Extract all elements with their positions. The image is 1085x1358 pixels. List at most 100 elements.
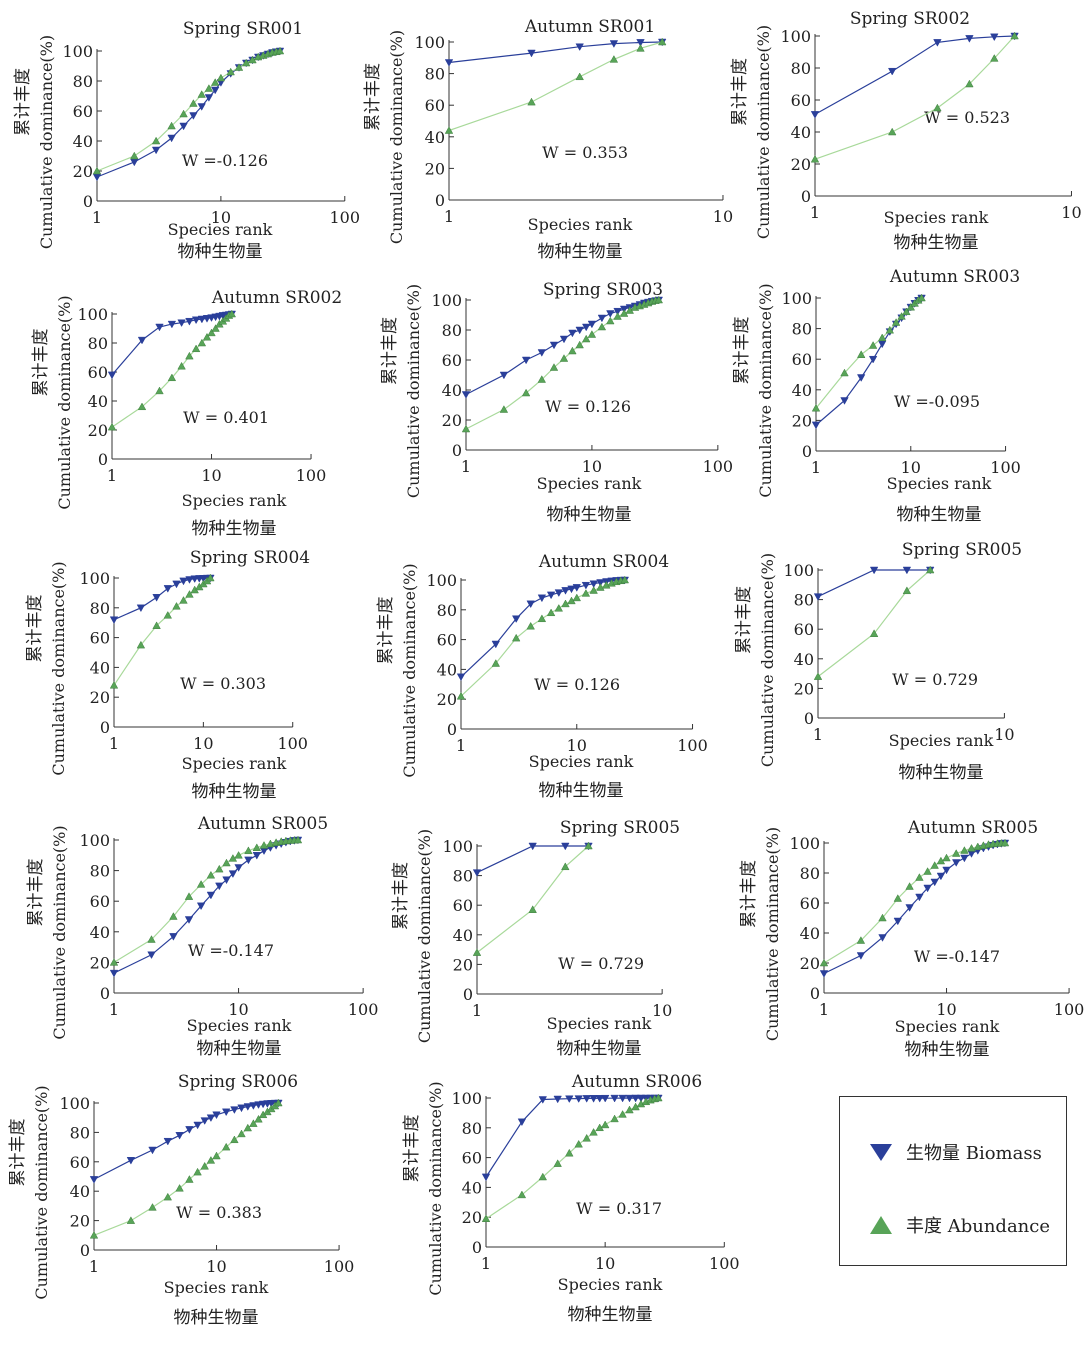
- y-tick-label: 20: [442, 411, 462, 430]
- abundance-point: [167, 121, 176, 130]
- abundance-point: [481, 1214, 491, 1222]
- y-tick-label: 60: [437, 631, 457, 650]
- abundance-point: [211, 324, 220, 332]
- y-tick-label: 80: [90, 862, 110, 881]
- y-tick-label: 0: [447, 720, 457, 739]
- biomass-point: [595, 1095, 604, 1103]
- chart-title: Spring SR006: [178, 1072, 298, 1092]
- biomass-point: [167, 134, 176, 143]
- y-tick-label: 0: [83, 192, 93, 211]
- y-tick-label: 100: [431, 291, 462, 310]
- abundance-point: [197, 90, 206, 98]
- y-axis-label: Cumulative dominance(%): [763, 827, 782, 1041]
- abundance-point: [618, 1110, 627, 1118]
- biomass-point: [887, 67, 897, 76]
- x-tick-label: 10: [1061, 203, 1081, 222]
- x-axis-label-cn: 物种生物量: [557, 1039, 642, 1059]
- abundance-point: [89, 1230, 99, 1239]
- w-statistic-label: W = 0.317: [576, 1199, 662, 1218]
- biomass-point: [196, 902, 206, 911]
- y-tick-label: 0: [100, 718, 110, 737]
- biomass-point: [163, 1137, 173, 1146]
- abundance-point: [163, 610, 173, 619]
- abundance-point: [461, 424, 471, 433]
- chart-panel-11: 0 20 40 60 80 100 1 10 Spring SR005 Species rank 物…: [391, 818, 680, 1059]
- biomass-point: [582, 1095, 591, 1103]
- biomass-series-line: [465, 299, 659, 396]
- abundance-point: [905, 882, 914, 890]
- biomass-point: [259, 847, 269, 856]
- biomass-point: [191, 316, 201, 325]
- biomass-point: [197, 315, 207, 324]
- biomass-point: [538, 1096, 548, 1104]
- y-tick-label: 20: [792, 411, 812, 430]
- y-tick-label: 0: [802, 442, 812, 461]
- biomass-point: [581, 581, 591, 590]
- chart-panel-14: 0 20 40 60 80 100 1 10 100 Autumn SR006 Species ra…: [402, 1072, 740, 1325]
- y-tick-label: 20: [425, 159, 445, 178]
- abundance-point: [897, 312, 906, 320]
- y-tick-label: 100: [783, 561, 814, 580]
- w-statistic-label: W = 0.729: [558, 954, 644, 973]
- biomass-point: [596, 579, 605, 587]
- abundance-series-line: [448, 41, 663, 132]
- chart-panel-1: 0 20 40 60 80 100 1 10 100 Spring SR001 Species ra…: [13, 19, 360, 262]
- w-statistic-label: W = 0.353: [542, 143, 628, 162]
- y-tick-label: 60: [90, 892, 110, 911]
- biomass-point: [92, 173, 102, 182]
- x-axis-label: Species rank: [895, 1017, 1000, 1036]
- abundance-point: [521, 388, 531, 397]
- biomass-point: [155, 323, 164, 332]
- biomass-point: [228, 870, 238, 879]
- y-tick-label: 0: [801, 187, 811, 206]
- y-tick-label: 60: [425, 96, 445, 115]
- chart-title: Spring SR002: [850, 9, 970, 29]
- abundance-point: [582, 1133, 591, 1142]
- abundance-point: [254, 1114, 263, 1123]
- y-axis-label-cn: 累计丰度: [26, 859, 46, 927]
- abundance-point: [109, 680, 119, 689]
- abundance-point: [885, 325, 895, 334]
- w-statistic-label: W = 0.126: [534, 675, 620, 694]
- y-tick-label: 0: [100, 984, 110, 1003]
- biomass-point: [461, 391, 471, 399]
- abundance-point: [234, 850, 243, 859]
- biomass-point: [179, 577, 188, 586]
- biomass-point: [126, 1157, 136, 1165]
- biomass-point: [234, 864, 243, 872]
- abundance-point: [172, 601, 181, 610]
- abundance-point: [92, 166, 102, 175]
- abundance-point: [206, 870, 216, 879]
- biomass-point: [230, 1106, 239, 1114]
- abundance-point: [184, 892, 194, 900]
- x-tick-label: 100: [709, 1254, 740, 1273]
- y-axis-label-cn: 累计丰度: [31, 329, 51, 397]
- abundance-point: [589, 1127, 598, 1136]
- y-axis-label: Cumulative dominance(%): [400, 563, 419, 777]
- legend-item-abundance: 丰度 Abundance: [868, 1212, 1050, 1238]
- biomass-point: [868, 355, 878, 364]
- x-axis-label: Species rank: [182, 754, 287, 773]
- abundance-series-line: [113, 577, 211, 686]
- chart-panel-5: 0 20 40 60 80 100 1 10 100 Spring SR003 Species ra…: [380, 280, 733, 525]
- y-tick-label: 20: [462, 1208, 482, 1227]
- abundance-point: [891, 318, 901, 326]
- y-axis-label: Cumulative dominance(%): [415, 829, 434, 1043]
- abundance-point: [584, 841, 593, 850]
- x-tick-label: 1: [819, 1000, 829, 1019]
- x-tick-label: 1: [109, 1000, 119, 1019]
- biomass-point: [107, 371, 117, 380]
- abundance-point: [600, 1120, 610, 1129]
- biomass-point: [559, 335, 569, 344]
- biomass-point: [905, 904, 914, 912]
- biomass-point: [618, 1094, 627, 1103]
- biomass-point: [930, 878, 939, 887]
- x-tick-label: 10: [201, 466, 221, 485]
- y-tick-label: 80: [88, 334, 108, 353]
- abundance-point: [444, 126, 454, 134]
- biomass-series-line: [817, 569, 931, 598]
- abundance-point: [193, 1167, 202, 1176]
- chart-title: Spring SR001: [183, 19, 303, 39]
- abundance-point: [915, 873, 924, 881]
- abundance-point: [109, 958, 119, 966]
